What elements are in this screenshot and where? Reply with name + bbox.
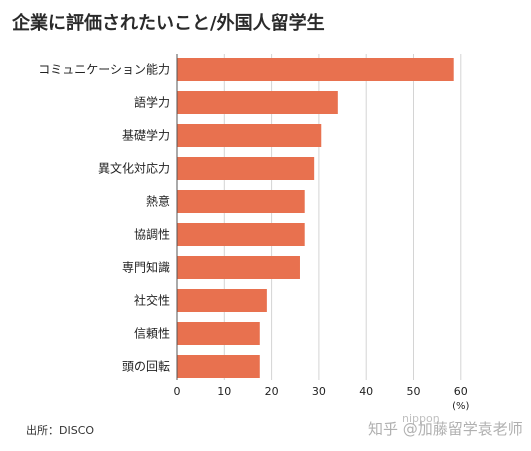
category-label: 頭の回転 xyxy=(122,360,170,374)
x-tick-label: 30 xyxy=(312,385,326,398)
bar xyxy=(177,58,454,81)
watermark: 知乎 @加藤留学袁老师 xyxy=(368,420,523,438)
bar xyxy=(177,91,338,114)
category-label: 異文化対応力 xyxy=(98,161,170,176)
bar xyxy=(177,190,305,213)
unit-label: (%) xyxy=(452,401,469,412)
bar xyxy=(177,223,305,246)
source-note: 出所：DISCO xyxy=(26,424,95,437)
x-tick-label: 50 xyxy=(407,385,421,398)
bar xyxy=(177,322,260,345)
chart-title: 企業に評価されたいこと/外国人留学生 xyxy=(12,13,325,34)
watermark-sub: nippon xyxy=(402,412,440,425)
category-label: 熱意 xyxy=(146,194,170,209)
bar xyxy=(177,124,322,147)
x-tick-label: 20 xyxy=(265,385,279,398)
category-label: 語学力 xyxy=(134,95,170,110)
x-tick-label: 60 xyxy=(454,385,468,398)
x-tick-label: 40 xyxy=(359,385,373,398)
bar xyxy=(177,355,260,378)
bar xyxy=(177,157,315,180)
x-tick-label: 0 xyxy=(174,385,181,398)
category-label: 専門知識 xyxy=(122,261,170,275)
category-label: 信頼性 xyxy=(134,327,170,341)
category-label: 基礎学力 xyxy=(122,128,170,143)
bar xyxy=(177,256,300,279)
category-label: コミュニケーション能力 xyxy=(38,63,170,77)
x-tick-label: 10 xyxy=(217,385,231,398)
category-label: 社交性 xyxy=(134,293,170,308)
category-label: 協調性 xyxy=(134,227,170,242)
bar xyxy=(177,289,267,312)
